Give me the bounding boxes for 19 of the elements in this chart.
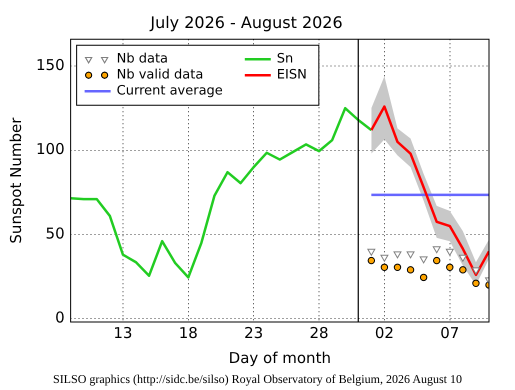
text: SILSO graphics (http://sidc.be/silso) Royal Observatory of Belgium, 2026 August 10 xyxy=(52,372,463,387)
x-tick-label: 18 xyxy=(178,324,198,342)
legend-label: Sn xyxy=(276,52,294,67)
legend-label: Current average xyxy=(116,84,223,99)
y-tick-label: 50 xyxy=(46,224,65,242)
legend-label: Nb valid data xyxy=(116,68,204,83)
x-tick-label: 23 xyxy=(244,324,264,342)
x-tick-label: 28 xyxy=(309,324,329,342)
x-tick-label: 13 xyxy=(113,324,132,342)
x-tick-label: 02 xyxy=(374,324,394,342)
legend-label: EISN xyxy=(276,68,307,83)
x-axis-title: Day of month xyxy=(228,348,331,367)
chart-title: July 2026 - August 2026 xyxy=(149,12,343,32)
y-tick-label: 0 xyxy=(55,308,65,327)
y-axis-title: Sunspot Number xyxy=(6,116,25,244)
y-tick-label: 100 xyxy=(36,140,65,158)
x-tick-label: 07 xyxy=(440,324,460,342)
legend-label: Nb data xyxy=(116,52,168,67)
y-tick-label: 150 xyxy=(36,56,65,74)
